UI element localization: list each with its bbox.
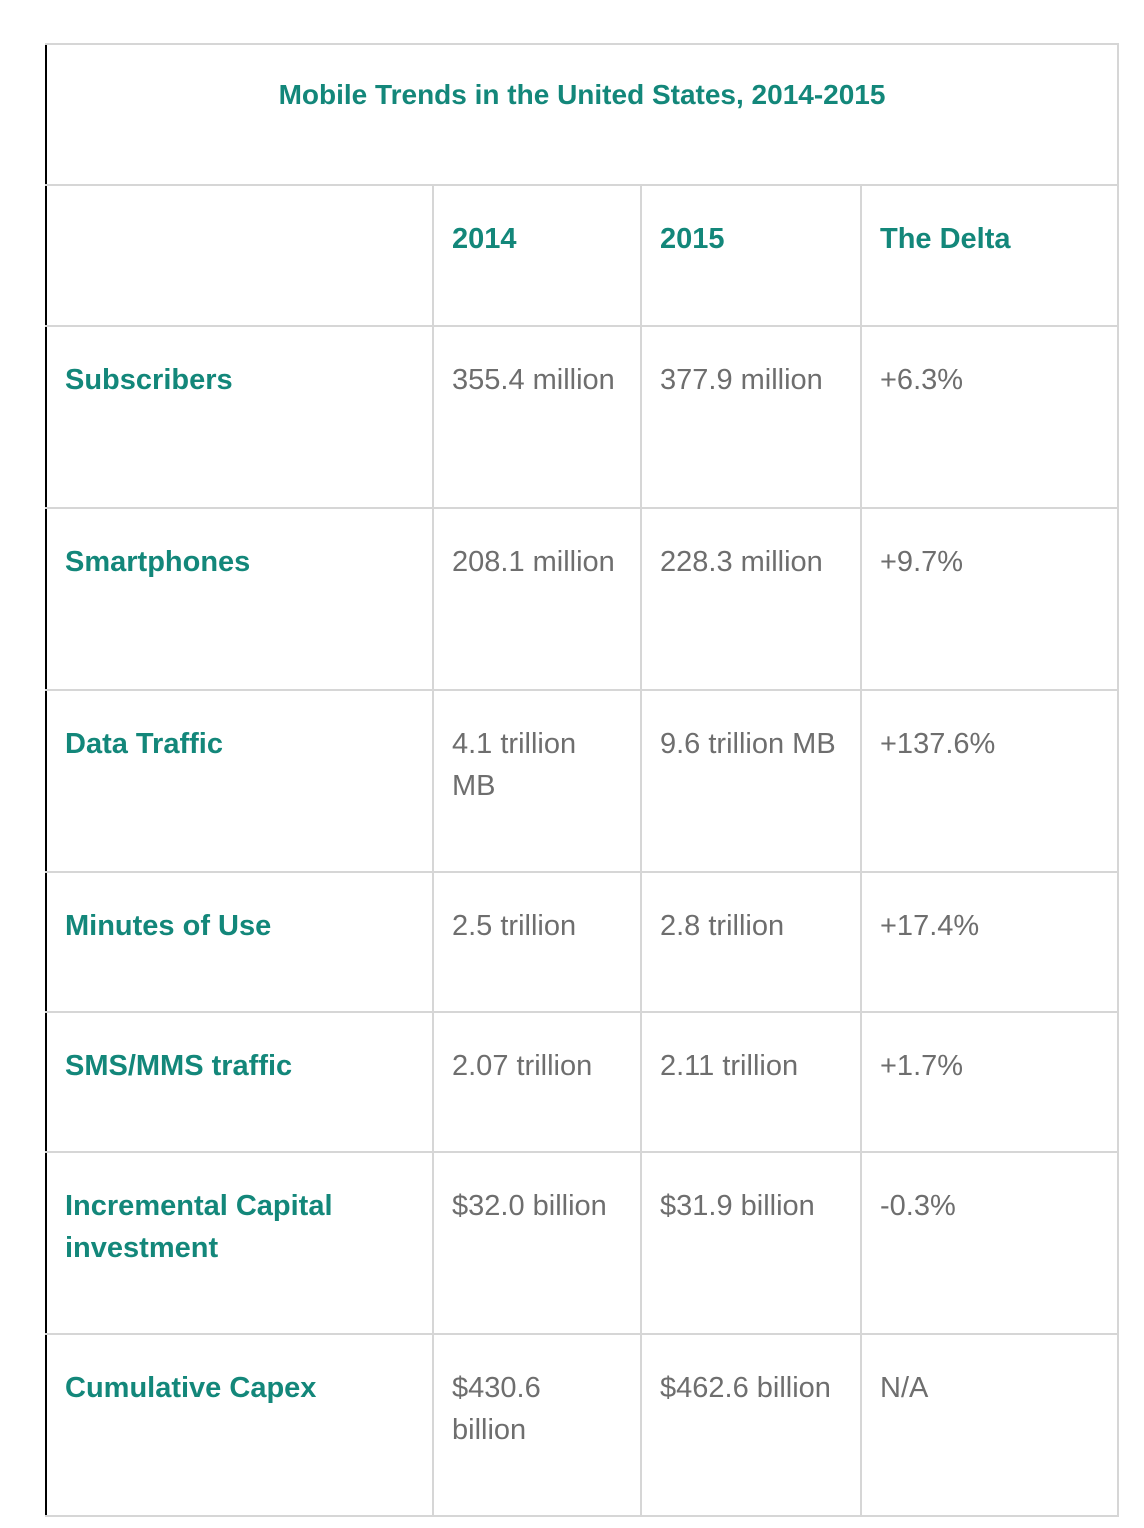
delta-value: +6.3%	[880, 364, 964, 396]
row-label: Data Traffic	[65, 728, 223, 760]
value-2015-cell: $462.6 billion	[640, 1333, 862, 1517]
value-2015-cell: 2.11 trillion	[640, 1011, 862, 1153]
value-2014-cell: 355.4 million	[432, 325, 642, 509]
table-title: Mobile Trends in the United States, 2014…	[278, 79, 886, 110]
row-label: SMS/MMS traffic	[65, 1050, 293, 1082]
value-2014: 2.5 trillion	[452, 910, 577, 942]
value-2015: 2.11 trillion	[660, 1050, 799, 1082]
value-2014-cell: 2.5 trillion	[432, 871, 642, 1013]
value-2015-cell: 9.6 trillion MB	[640, 689, 862, 873]
row-label-cell: Data Traffic	[45, 689, 434, 873]
delta-cell: +6.3%	[859, 325, 1120, 509]
row-label: Incremental Capital investment	[65, 1190, 333, 1264]
value-2014: $32.0 billion	[452, 1190, 607, 1222]
value-2014-cell: $430.6 billion	[432, 1333, 642, 1517]
header-2015: 2015	[660, 223, 725, 255]
value-2014-cell: $32.0 billion	[432, 1151, 642, 1335]
table-row: Minutes of Use 2.5 trillion 2.8 trillion…	[45, 871, 1120, 1013]
value-2015: 9.6 trillion MB	[660, 728, 836, 760]
table-row: Data Traffic 4.1 trillion MB 9.6 trillio…	[45, 689, 1120, 873]
delta-value: +1.7%	[880, 1050, 964, 1082]
delta-value: +137.6%	[880, 728, 996, 760]
row-label: Smartphones	[65, 546, 251, 578]
value-2014: $430.6 billion	[452, 1372, 541, 1446]
row-label: Cumulative Capex	[65, 1372, 317, 1404]
value-2015: 377.9 million	[660, 364, 823, 396]
row-label-cell: Smartphones	[45, 507, 434, 691]
mobile-trends-table-wrapper: Mobile Trends in the United States, 2014…	[44, 43, 1120, 1517]
value-2014: 4.1 trillion MB	[452, 728, 577, 802]
row-label-cell: Minutes of Use	[45, 871, 434, 1013]
delta-value: +9.7%	[880, 546, 964, 578]
value-2015: $31.9 billion	[660, 1190, 815, 1222]
row-label-cell: Cumulative Capex	[45, 1333, 434, 1517]
value-2014-cell: 4.1 trillion MB	[432, 689, 642, 873]
header-delta: The Delta	[880, 223, 1011, 255]
delta-value: -0.3%	[880, 1190, 956, 1222]
value-2015: 2.8 trillion	[660, 910, 785, 942]
value-2014-cell: 2.07 trillion	[432, 1011, 642, 1153]
value-2015: 228.3 million	[660, 546, 823, 578]
row-label: Subscribers	[65, 364, 233, 396]
delta-cell: +1.7%	[859, 1011, 1120, 1153]
delta-cell: +9.7%	[859, 507, 1120, 691]
row-label-cell: Incremental Capital investment	[45, 1151, 434, 1335]
value-2014: 355.4 million	[452, 364, 615, 396]
table-row: Smartphones 208.1 million 228.3 million …	[45, 507, 1120, 691]
value-2014: 208.1 million	[452, 546, 615, 578]
header-empty	[47, 186, 432, 218]
header-cell-delta: The Delta	[859, 184, 1120, 327]
delta-value: +17.4%	[880, 910, 980, 942]
header-row: 2014 2015 The Delta	[45, 184, 1120, 327]
value-2014-cell: 208.1 million	[432, 507, 642, 691]
value-2015-cell: 228.3 million	[640, 507, 862, 691]
row-label-cell: SMS/MMS traffic	[45, 1011, 434, 1153]
delta-cell: N/A	[859, 1333, 1120, 1517]
delta-cell: +17.4%	[859, 871, 1120, 1013]
header-cell-empty	[45, 184, 434, 327]
title-row: Mobile Trends in the United States, 2014…	[44, 43, 1120, 186]
table-row: Incremental Capital investment $32.0 bil…	[45, 1151, 1120, 1335]
delta-cell: -0.3%	[859, 1151, 1120, 1335]
row-label-cell: Subscribers	[45, 325, 434, 509]
value-2015-cell: 377.9 million	[640, 325, 862, 509]
header-2014: 2014	[452, 223, 517, 255]
header-cell-2015: 2015	[640, 184, 862, 327]
delta-cell: +137.6%	[859, 689, 1120, 873]
mobile-trends-table: Mobile Trends in the United States, 2014…	[44, 43, 1120, 1517]
delta-value: N/A	[880, 1372, 929, 1404]
value-2015: $462.6 billion	[660, 1372, 831, 1404]
value-2015-cell: $31.9 billion	[640, 1151, 862, 1335]
value-2014: 2.07 trillion	[452, 1050, 593, 1082]
table-row: Cumulative Capex $430.6 billion $462.6 b…	[45, 1333, 1120, 1517]
table-row: SMS/MMS traffic 2.07 trillion 2.11 trill…	[45, 1011, 1120, 1153]
title-cell: Mobile Trends in the United States, 2014…	[44, 43, 1120, 186]
table-row: Subscribers 355.4 million 377.9 million …	[45, 325, 1120, 509]
row-label: Minutes of Use	[65, 910, 272, 942]
value-2015-cell: 2.8 trillion	[640, 871, 862, 1013]
header-cell-2014: 2014	[432, 184, 642, 327]
